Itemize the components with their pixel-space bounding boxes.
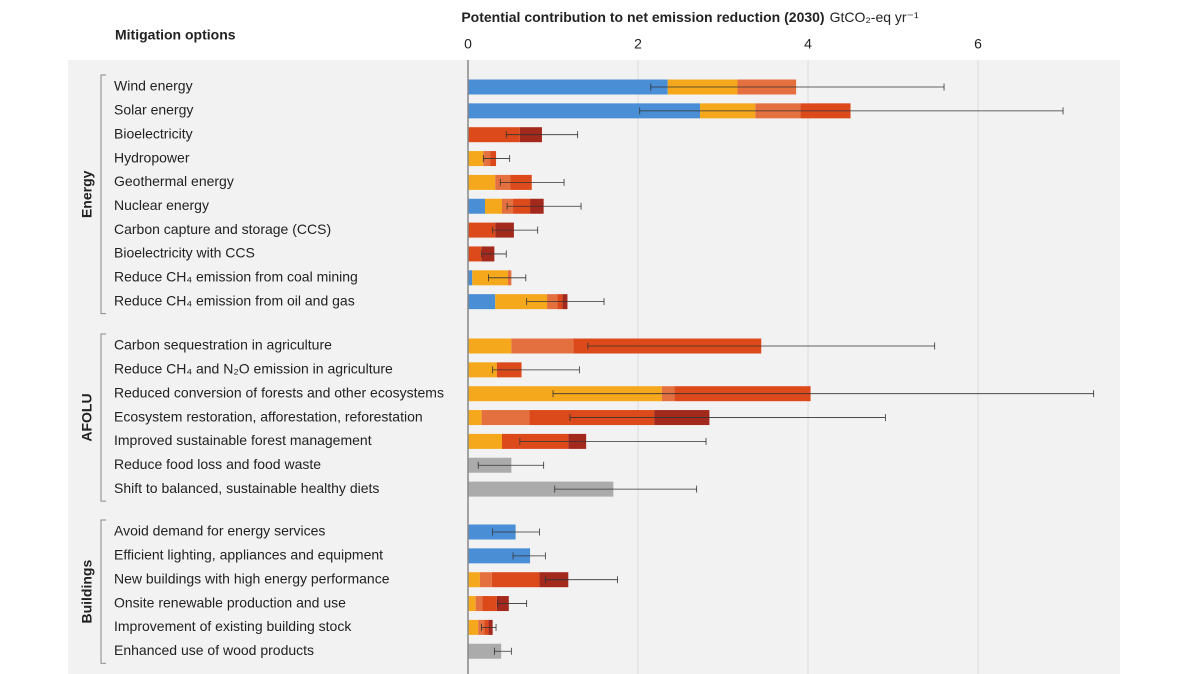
error-bar [492,366,580,374]
bar-segment [468,198,486,214]
bar-segment [485,198,503,214]
category-label: Avoid demand for energy services [114,523,325,539]
bar-segment [468,338,512,354]
bar-segment [481,410,530,426]
error-bar [506,202,582,210]
sector-bracket [100,519,106,664]
category-label: Reduce food loss and food waste [114,456,321,472]
error-bar [481,623,497,631]
sector-bracket [100,74,106,315]
panel-background [68,60,1120,674]
category-label: Wind energy [114,78,193,94]
bar-segment [468,596,476,612]
category-label: Reduced conversion of forests and other … [114,384,444,400]
category-label: Bioelectricity with CCS [114,245,255,261]
error-bar [512,552,546,560]
error-bar [554,485,698,493]
bar-segment [495,294,548,310]
y-header: Mitigation options [115,27,236,43]
category-label: Improvement of existing building stock [114,618,352,634]
bar-segment [468,270,473,286]
category-label: Reduce CH₄ emission from coal mining [114,269,358,285]
chart-title: Potential contribution to net emission r… [461,9,919,25]
error-bar [639,107,1064,115]
category-label: Reduce CH₄ and N₂O emission in agricultu… [114,361,393,377]
marks [468,79,1095,659]
category-label: New buildings with high energy performan… [114,570,390,586]
bar-segment [491,572,540,588]
title-text: Potential contribution to net emission r… [461,9,824,25]
category-label: Geothermal energy [114,173,234,189]
sector-label: Energy [79,170,95,218]
sector-label: Buildings [79,560,95,624]
x-tick-label: 0 [464,36,472,52]
bar-segment [468,174,496,190]
bar-segment [511,338,574,354]
category-label: Enhanced use of wood products [114,642,314,658]
x-tick-label: 2 [634,36,642,52]
error-bar [499,178,565,186]
error-bar [650,83,945,91]
sector-bracket [100,333,106,502]
error-bar [481,250,507,258]
bar-segment [478,619,485,635]
category-label: Bioelectricity [114,125,193,141]
category-label: Ecosystem restoration, afforestation, re… [114,408,423,424]
bar-segment [468,222,496,238]
bar-segment [468,481,614,497]
category-label: Reduce CH₄ emission from oil and gas [114,292,355,308]
category-label: Solar energy [114,102,193,118]
bar-segment [468,151,484,167]
category-label: Nuclear energy [114,197,209,213]
bar-segment [482,596,497,612]
bar-segment [468,410,482,426]
error-bar [493,647,512,655]
category-label: Improved sustainable forest management [114,432,372,448]
bar-segment [468,79,668,95]
unit-text: GtCO₂-eq yr⁻¹ [830,9,919,25]
error-bar [492,226,539,234]
error-bar [488,274,527,282]
bar-segment [468,524,516,540]
error-bar [477,461,545,469]
error-bar [492,528,540,536]
category-label: Efficient lighting, appliances and equip… [114,547,383,563]
category-label: Shift to balanced, sustainable healthy d… [114,480,379,496]
bar-segment [479,572,492,588]
bar-segment [468,619,479,635]
error-bar [526,298,605,306]
bar-segment [468,103,701,119]
bar-segment [468,433,503,449]
bar-segment [475,596,483,612]
grid [637,60,979,674]
category-label: Carbon capture and storage (CCS) [114,221,331,237]
x-tick-label: 6 [974,36,982,52]
sector-label: AFOLU [79,393,95,441]
error-bar [587,342,936,350]
bar-segment [468,294,496,310]
category-label: Onsite renewable production and use [114,594,346,610]
error-bar [569,414,886,422]
error-bar [519,437,707,445]
x-tick-label: 4 [804,36,812,52]
category-label: Hydropower [114,149,190,165]
category-label: Carbon sequestration in agriculture [114,337,332,353]
bar-segment [468,643,502,659]
error-bar [544,576,619,584]
error-bar [482,155,511,163]
bar-segment [468,362,497,378]
error-bar [505,131,579,139]
bar-segment [468,246,482,262]
bar-segment [468,572,480,588]
bar-segment [468,127,520,143]
error-bar [497,600,528,608]
bar-segment [468,548,531,564]
error-bar [552,390,1095,398]
